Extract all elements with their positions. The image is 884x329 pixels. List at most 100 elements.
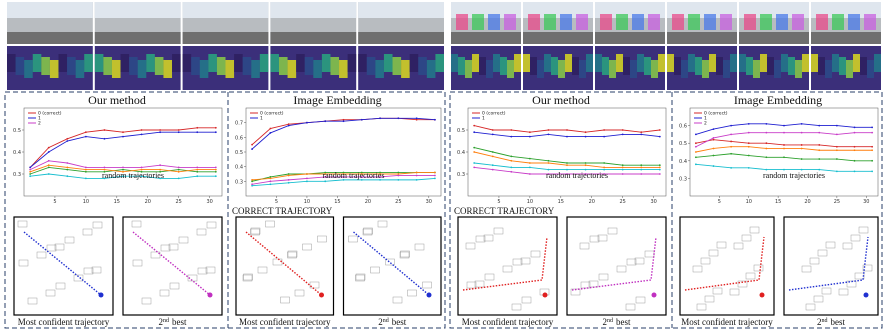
point <box>434 175 436 177</box>
point <box>659 167 661 169</box>
point <box>473 131 475 133</box>
building-mask <box>672 14 684 30</box>
heatmap-cell <box>688 54 695 72</box>
heatmap-cell <box>348 54 357 72</box>
heatmap-cell <box>95 54 104 72</box>
point <box>713 148 715 150</box>
point <box>765 148 767 150</box>
x-tick-label: 20 <box>145 199 151 205</box>
heatmap-cell <box>33 54 42 72</box>
heatmap-cell <box>493 54 500 72</box>
heatmap-cell <box>288 60 297 78</box>
x-tick-label: 25 <box>620 199 626 205</box>
point <box>603 129 605 131</box>
heatmap-cell <box>802 54 809 72</box>
map-frame <box>14 217 113 315</box>
heatmap-cell <box>183 54 192 72</box>
point <box>85 169 87 171</box>
point <box>730 134 732 136</box>
point <box>306 173 308 175</box>
point <box>288 175 290 177</box>
point <box>473 125 475 127</box>
point <box>659 173 661 175</box>
point <box>306 180 308 182</box>
point <box>288 125 290 127</box>
point <box>306 178 308 180</box>
point <box>510 129 512 131</box>
point <box>104 129 106 131</box>
point <box>66 140 68 142</box>
point <box>871 126 873 128</box>
point <box>836 125 838 127</box>
heatmap-cell <box>716 57 723 75</box>
heatmap-cell <box>208 54 217 72</box>
heatmap-cell <box>226 60 235 78</box>
heatmap-cell <box>138 60 147 78</box>
caption: Most confident trajectory <box>18 317 110 327</box>
point <box>178 171 180 173</box>
heatmap-cell <box>674 57 681 75</box>
caption-sup: nd <box>822 318 828 324</box>
heatmap-cell <box>839 57 846 75</box>
trajectory-end <box>208 293 213 298</box>
x-tick-label: 30 <box>426 199 432 205</box>
point <box>178 169 180 171</box>
road <box>183 32 269 44</box>
correct-label: CORRECT TRAJECTORY <box>454 206 555 216</box>
building-mask <box>864 14 876 30</box>
point <box>434 178 436 180</box>
road <box>95 32 181 44</box>
heatmap-cell <box>558 60 565 78</box>
point <box>66 138 68 140</box>
series-line <box>252 118 435 149</box>
point <box>510 167 512 169</box>
heatmap-cell <box>472 54 479 72</box>
heatmap-cell <box>818 57 825 75</box>
point <box>434 172 436 174</box>
map-frame <box>344 217 442 315</box>
y-tick-label: 0.6 <box>679 124 687 130</box>
x-tick-label: 25 <box>395 199 401 205</box>
point <box>659 129 661 131</box>
heatmap-cell <box>260 54 269 72</box>
y-tick-label: 0.3 <box>13 172 21 178</box>
point <box>713 139 715 141</box>
heatmap-cell <box>658 54 665 72</box>
point <box>585 164 587 166</box>
y-tick-label: 0.4 <box>235 165 243 171</box>
building-mask <box>744 14 756 30</box>
x-tick-label: 5 <box>275 199 278 205</box>
point <box>765 132 767 134</box>
point <box>871 146 873 148</box>
legend-label: 1 <box>482 116 485 122</box>
building-mask <box>648 14 660 30</box>
heatmap-cell <box>270 54 279 72</box>
x-tick-label: 20 <box>589 199 595 205</box>
y-tick-label: 0.3 <box>679 176 687 182</box>
point <box>29 175 31 177</box>
legend-label: 2 <box>704 121 707 127</box>
point <box>871 170 873 172</box>
heatmap-cell <box>832 54 839 72</box>
x-tick-label: 15 <box>775 199 781 205</box>
heatmap-cell <box>84 54 93 72</box>
trajectory-end <box>652 293 657 298</box>
point <box>566 129 568 131</box>
y-tick-label: 0.7 <box>235 121 243 127</box>
heatmap-cell <box>367 57 376 75</box>
annotation: random trajectories <box>102 171 164 180</box>
caption: Most confident trajectory <box>681 317 773 327</box>
point <box>640 173 642 175</box>
heatmap-cell <box>739 54 746 72</box>
sky <box>270 2 356 18</box>
point <box>215 127 217 129</box>
trajectory-end <box>427 293 432 298</box>
heatmap-cell <box>313 60 322 78</box>
point <box>836 146 838 148</box>
caption-rest: best <box>172 317 187 327</box>
point <box>510 160 512 162</box>
point <box>29 169 31 171</box>
point <box>29 173 31 175</box>
heatmap-cell <box>427 60 436 78</box>
